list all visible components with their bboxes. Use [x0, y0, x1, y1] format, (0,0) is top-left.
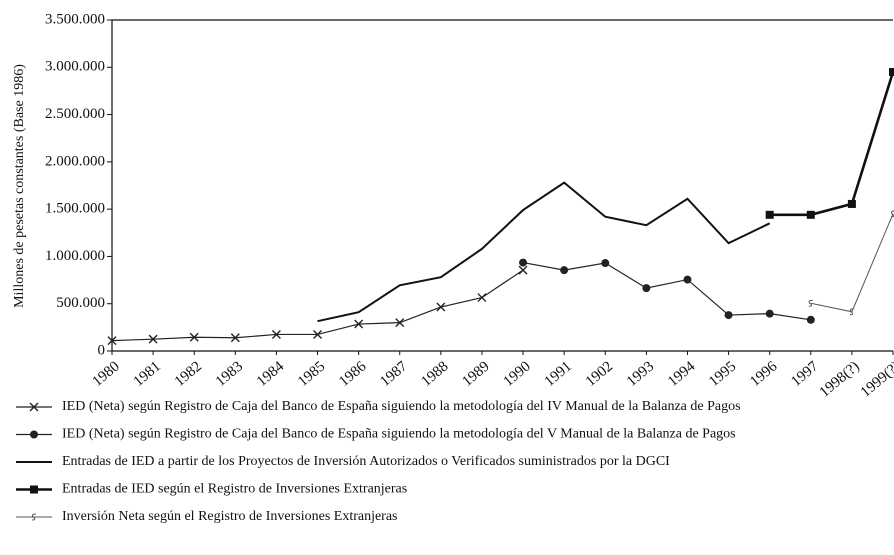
marker-shape: [148, 334, 158, 344]
x-tick-label: 1980: [90, 358, 123, 390]
data-point: [849, 308, 854, 316]
data-point: [436, 302, 446, 312]
marker-shape: [29, 402, 39, 412]
data-point: [724, 311, 733, 320]
y-axis-label: Millones de pesetas constantes (Base 198…: [12, 64, 27, 308]
data-point: [889, 68, 894, 77]
legend-label: IED (Neta) según Registro de Caja del Ba…: [62, 427, 736, 442]
marker-shape: [313, 329, 323, 339]
data-point: [601, 259, 610, 268]
data-point: [148, 334, 158, 344]
data-point: [683, 275, 692, 284]
series-line: [522, 261, 811, 321]
x-tick-label: 1990: [501, 358, 534, 390]
data-point: [354, 319, 364, 329]
legend-label: Inversión Neta según el Registro de Inve…: [62, 509, 398, 524]
series-line: [317, 181, 771, 323]
x-tick-label: 1987: [377, 358, 411, 390]
data-point: [230, 333, 240, 343]
marker-shape: [107, 336, 117, 346]
x-tick-label: 1984: [254, 358, 288, 390]
legend-label: Entradas de IED según el Registro de Inv…: [62, 482, 407, 497]
legend-marker: [29, 402, 39, 412]
legend-label: IED (Neta) según Registro de Caja del Ba…: [62, 399, 741, 414]
legend-marker: [31, 513, 37, 521]
data-point: [890, 210, 894, 218]
legend-marker: [30, 430, 38, 439]
marker-shape: [354, 319, 364, 329]
x-tick-label: 1981: [131, 358, 164, 390]
data-point: [519, 258, 528, 267]
data-point: [518, 265, 528, 275]
data-point: [107, 336, 117, 346]
x-tick-label: 1994: [665, 358, 699, 390]
x-tick-label: 1985: [295, 358, 328, 390]
x-tick-label: 1997: [788, 358, 822, 390]
data-point: [477, 293, 487, 303]
x-tick-label: 1983: [213, 358, 246, 390]
y-tick-label: 3.000.000: [45, 59, 105, 75]
data-point: [806, 210, 815, 219]
marker-shape: [395, 318, 405, 328]
x-tick-label: 1991: [542, 358, 575, 390]
series-line: [769, 71, 894, 217]
x-tick-label: 1902: [583, 358, 616, 390]
x-tick-label: 1982: [172, 358, 205, 390]
x-tick-label: 1995: [706, 358, 739, 390]
data-point: [765, 309, 774, 318]
legend-label: Entradas de IED a partir de los Proyecto…: [62, 454, 670, 469]
marker-shape: [436, 302, 446, 312]
series-line: [111, 269, 524, 342]
x-tick-label: 1988: [418, 358, 451, 390]
series-line: [810, 213, 894, 313]
marker-shape: [189, 332, 199, 342]
x-tick-label: 1999(?): [858, 358, 894, 400]
data-point: [395, 318, 405, 328]
y-tick-label: 1.000.000: [45, 248, 105, 264]
y-tick-label: 2.000.000: [45, 153, 105, 169]
y-tick-label: 2.500.000: [45, 106, 105, 122]
x-tick-label: 1998(?): [817, 358, 863, 400]
data-point: [271, 329, 281, 339]
data-point: [189, 332, 199, 342]
data-point: [808, 299, 813, 307]
x-tick-label: 1993: [624, 358, 657, 390]
data-point: [560, 266, 569, 275]
marker-shape: [271, 329, 281, 339]
x-tick-label: 1986: [336, 358, 370, 390]
x-tick-label: 1996: [747, 358, 781, 390]
data-point: [765, 210, 774, 219]
marker-shape: [477, 293, 487, 303]
y-tick-label: 0: [98, 342, 106, 358]
data-point: [806, 315, 815, 324]
data-point: [313, 329, 323, 339]
y-tick-label: 500.000: [56, 295, 105, 311]
data-point: [642, 284, 651, 293]
data-point: [847, 199, 856, 208]
y-tick-label: 3.500.000: [45, 11, 105, 27]
legend-marker: [30, 485, 38, 494]
y-tick-label: 1.500.000: [45, 201, 105, 217]
marker-shape: [518, 265, 528, 275]
marker-shape: [230, 333, 240, 343]
x-tick-label: 1989: [459, 358, 492, 390]
